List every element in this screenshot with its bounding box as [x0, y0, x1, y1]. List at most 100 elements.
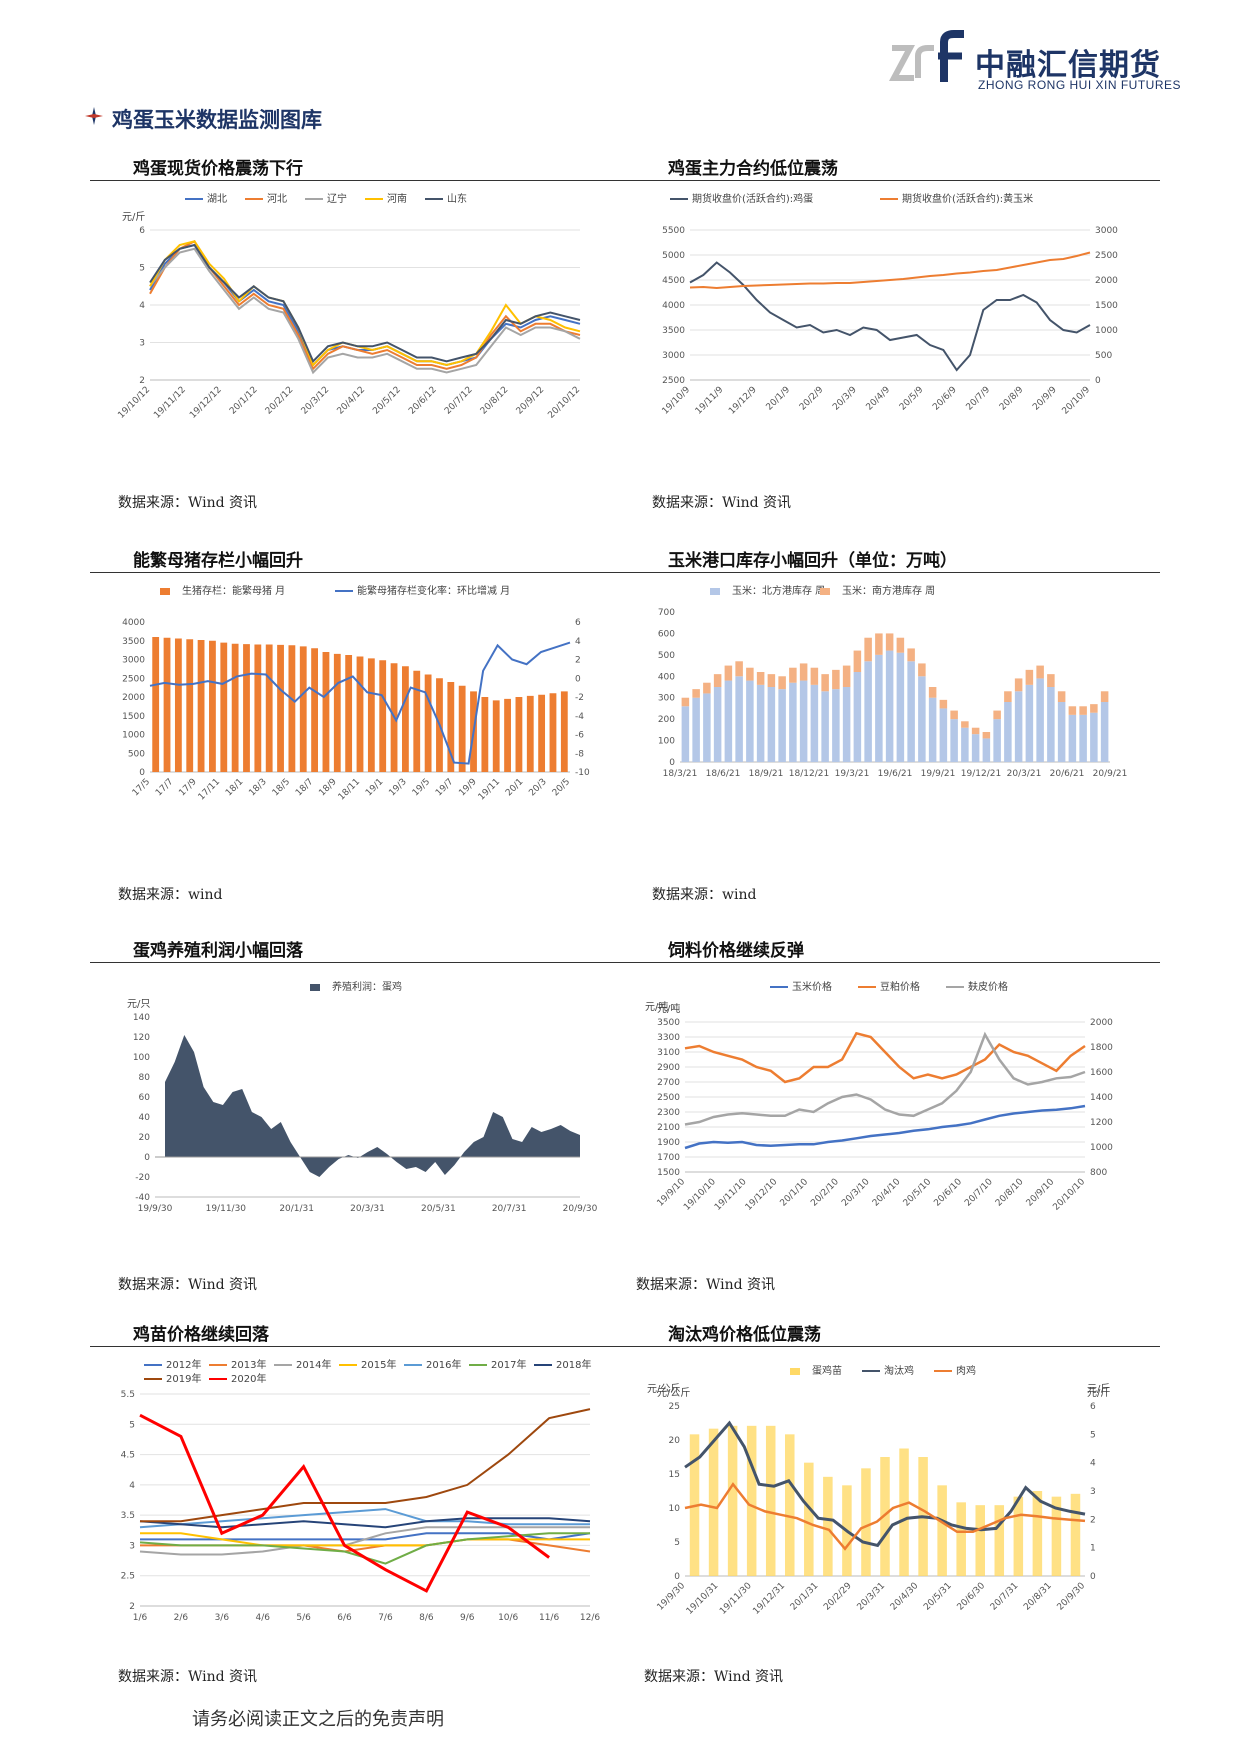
legend-label: 2012年	[166, 1358, 201, 1371]
y2-tick-label: 2000	[1090, 1018, 1113, 1028]
bar	[713, 687, 722, 762]
y-tick-label: 20	[669, 1436, 681, 1446]
y2-tick-label: 4	[1090, 1459, 1096, 1469]
y-tick-label: 5.5	[121, 1390, 135, 1400]
bar	[231, 643, 239, 772]
bar	[956, 1502, 966, 1576]
y2-tick-label: 3	[1090, 1487, 1096, 1497]
x-tick-label: 10/6	[498, 1613, 518, 1623]
y-tick-label: 10	[669, 1504, 681, 1514]
y2-tick-label: -6	[575, 731, 584, 741]
y2-axis-label: 元/斤	[1087, 1387, 1110, 1399]
x-tick-label: 19/12/31	[751, 1581, 787, 1617]
y-tick-label: 3300	[657, 1033, 680, 1043]
panel-title-layer-profit: 蛋鸡养殖利润小幅回落	[133, 941, 303, 961]
y-tick-label: 25	[669, 1402, 680, 1412]
x-tick-label: 8/6	[419, 1613, 434, 1623]
y2-tick-label: 1500	[1095, 301, 1118, 311]
company-name-en: ZHONG RONG HUI XIN FUTURES	[978, 78, 1182, 92]
panel-rule	[90, 962, 1160, 963]
y-tick-label: 500	[658, 651, 675, 661]
y-tick-label: 0	[139, 768, 145, 778]
x-tick-label: 19/10/12	[116, 385, 152, 421]
x-tick-label: 20/5/31	[421, 1204, 456, 1214]
bar	[993, 710, 1001, 720]
y-axis-label: 元/吨	[645, 1000, 668, 1013]
bar	[994, 1505, 1005, 1576]
x-tick-label: 20/3	[527, 777, 548, 798]
x-tick-label: 1/6	[133, 1613, 148, 1623]
panel-title-egg-futures: 鸡蛋主力合约低位震荡	[668, 159, 838, 179]
bar	[864, 637, 872, 662]
x-tick-label: 20/1/31	[789, 1581, 821, 1613]
source-note: 数据来源：wind	[118, 887, 223, 903]
bar	[785, 1434, 795, 1576]
y2-tick-label: 3000	[1095, 226, 1118, 236]
legend-swatch	[310, 984, 320, 991]
bar	[1057, 702, 1066, 762]
y-tick-label: 1700	[657, 1153, 680, 1163]
bar	[356, 656, 364, 772]
x-tick-label: 20/4/30	[889, 1581, 921, 1613]
chart-corn-port-stock: 0 100 200 300 400 500 600 700 18/3/21 18/6/21 18/9…	[658, 584, 1128, 779]
legend-label: 麸皮价格	[968, 980, 1008, 993]
y-tick-label: 4.5	[121, 1451, 135, 1461]
company-logo-mark	[889, 30, 964, 82]
bar	[842, 687, 851, 762]
bar	[756, 684, 765, 762]
bar	[746, 680, 754, 762]
bar	[492, 700, 500, 772]
bar	[928, 687, 937, 698]
panel-title-corn-port-stock: 玉米港口库存小幅回升（单位：万吨）	[668, 551, 957, 571]
bar	[681, 706, 690, 762]
panel-rule	[90, 1346, 1160, 1347]
y-tick-label: 2900	[657, 1063, 680, 1073]
bar	[560, 691, 568, 772]
bar	[885, 650, 894, 762]
series-line	[684, 1482, 1086, 1551]
y2-tick-label: 0	[1095, 376, 1101, 386]
bar	[982, 738, 991, 762]
bar	[804, 1462, 814, 1576]
x-tick-label: 20/8/10	[994, 1177, 1026, 1209]
x-tick-label: 9/6	[460, 1613, 475, 1623]
y-tick-label: 4	[129, 1481, 135, 1491]
y-tick-label: 2500	[122, 674, 145, 684]
y-axis-label: 元/斤	[122, 211, 145, 223]
x-tick-label: 19/11/12	[152, 385, 188, 421]
bar	[713, 674, 722, 687]
y-tick-label: 60	[139, 1093, 151, 1103]
x-tick-label: 20/7/12	[443, 385, 475, 417]
disclaimer-footer: 请务必阅读正文之后的免责声明	[192, 1709, 444, 1730]
x-tick-label: 20/6/10	[932, 1177, 964, 1209]
x-tick-label: 19/10/9	[661, 385, 693, 417]
x-tick-label: 19/11/9	[694, 385, 726, 417]
bar	[861, 1468, 871, 1576]
bar	[209, 640, 216, 772]
bar	[299, 646, 307, 772]
x-tick-label: 20/7/9	[965, 385, 993, 413]
bar	[526, 695, 534, 772]
legend-label: 玉米：南方港库存 周	[842, 584, 935, 597]
x-tick-label: 17/11	[197, 777, 222, 802]
x-tick-label: 5/6	[296, 1613, 311, 1623]
x-tick-label: 18/6/21	[706, 769, 741, 779]
x-tick-label: 19/7	[434, 777, 455, 798]
series-line	[149, 240, 581, 367]
bar	[1051, 1496, 1062, 1576]
bar	[765, 1425, 776, 1576]
y-tick-label: -20	[135, 1173, 150, 1183]
bar	[1014, 678, 1023, 692]
bar	[345, 655, 353, 772]
y2-tick-label: 500	[1095, 351, 1112, 361]
y2-tick-label: -8	[575, 749, 584, 759]
series-line	[689, 261, 1091, 372]
bar	[799, 663, 808, 681]
bar	[311, 648, 318, 772]
bar	[1090, 712, 1098, 762]
legend-label: 肉鸡	[956, 1364, 976, 1377]
bar	[928, 697, 937, 762]
x-tick-label: 12/6	[580, 1613, 600, 1623]
chart-feed-price: 1500 1700 1900 2100 2300 2500 2700 2900 3100 3300…	[645, 980, 1113, 1213]
